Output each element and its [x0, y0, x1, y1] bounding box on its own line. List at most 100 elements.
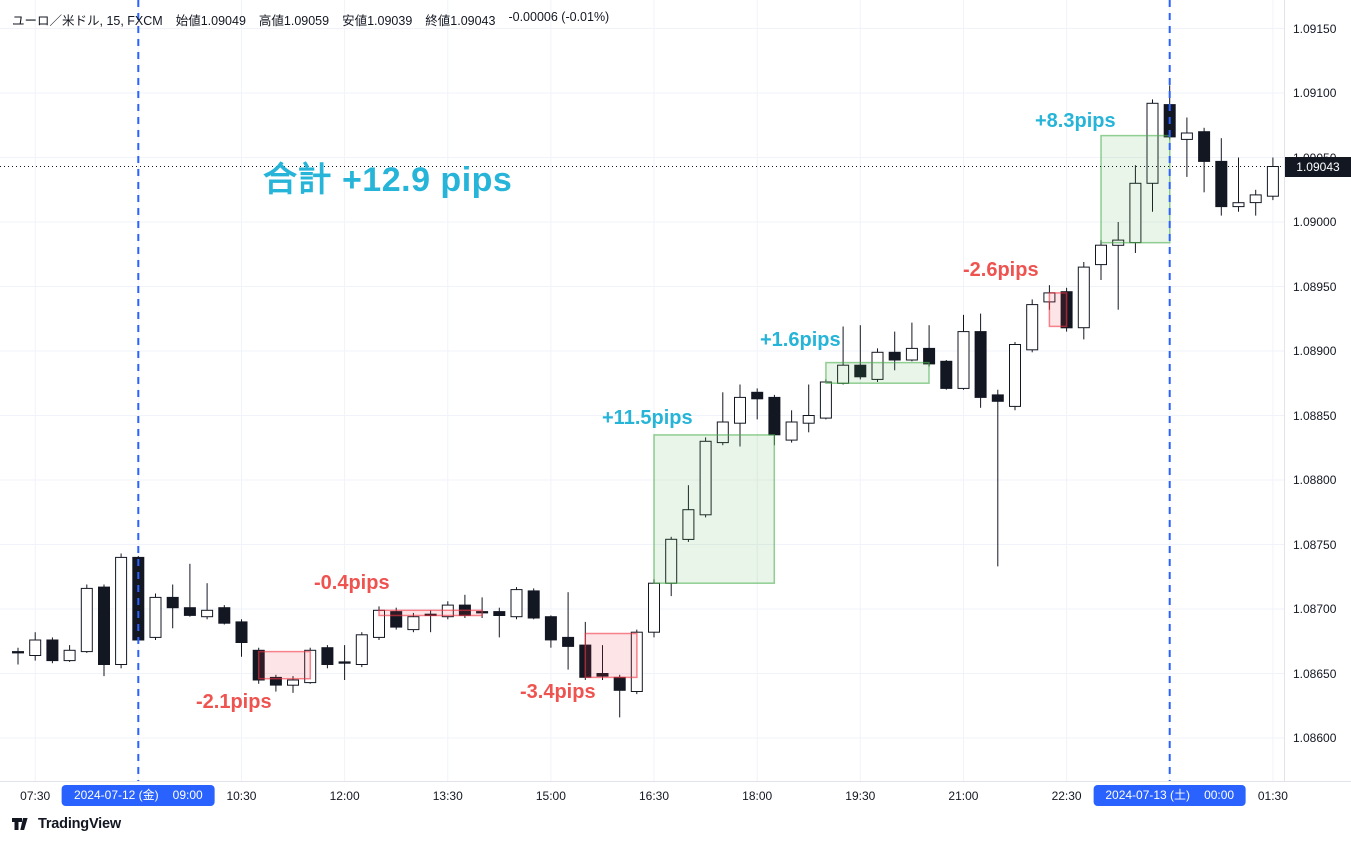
- price-axis[interactable]: 1.09043 1.091501.091001.090501.090001.08…: [1284, 0, 1351, 781]
- trade-zone: [825, 361, 930, 384]
- candle: [63, 645, 76, 662]
- time-tick-label: 01:30: [1257, 789, 1288, 803]
- high-value: 高値1.09059: [258, 14, 330, 28]
- time-tick-label: 15:00: [535, 789, 566, 803]
- candle: [648, 579, 660, 638]
- candle: [1266, 157, 1279, 201]
- pips-annotation: +11.5pips: [602, 407, 693, 429]
- time-tick-label: 12:00: [329, 789, 360, 803]
- candle: [991, 389, 1004, 567]
- price-tick-label: 1.08950: [1293, 279, 1337, 294]
- candle: [940, 360, 953, 390]
- low-value: 安値1.09039: [342, 14, 413, 28]
- trade-zone: [653, 434, 776, 584]
- time-tick-label: 19:30: [845, 789, 876, 803]
- trade-zone: [378, 609, 483, 617]
- time-tick-label: 22:30: [1051, 789, 1082, 803]
- time-tick-label: 13:30: [432, 789, 463, 803]
- tradingview-logo-icon: [12, 818, 28, 830]
- price-tick-label: 1.08800: [1293, 473, 1337, 487]
- candle: [527, 588, 540, 620]
- time-tick-label: 10:30: [226, 789, 257, 803]
- candle: [235, 619, 248, 657]
- candle: [596, 645, 609, 680]
- symbol-legend[interactable]: ユーロ／米ドル, 15, FXCM 始値1.09049 高値1.09059 安値…: [12, 10, 609, 29]
- candle: [29, 632, 42, 661]
- candle: [1232, 157, 1245, 212]
- candle: [957, 314, 970, 390]
- change-value: -0.00006 (-0.01%): [508, 10, 610, 24]
- candle: [785, 410, 798, 443]
- candle: [699, 437, 712, 518]
- candle: [149, 593, 162, 640]
- candle: [544, 615, 557, 648]
- candle: [321, 645, 334, 669]
- total-pips-annotation: 合計 +12.9 pips: [263, 161, 513, 199]
- candle: [12, 647, 24, 665]
- time-axis[interactable]: 07:30 10:30 12:00 13:30 15:00 16:30 18:00 19:30…: [0, 781, 1351, 810]
- candle: [854, 325, 867, 380]
- pips-annotation: +8.3pips: [1035, 110, 1116, 132]
- time-tick-label: 21:00: [948, 789, 979, 803]
- candle: [269, 674, 282, 692]
- time-tick-label: 18:00: [742, 789, 773, 803]
- candle: [613, 674, 626, 718]
- candle: [355, 632, 368, 668]
- price-tick-label: 1.08600: [1293, 731, 1337, 745]
- trade-zone: [1048, 292, 1068, 328]
- price-tick-label: 1.09150: [1293, 21, 1337, 36]
- price-tick-label: 1.08750: [1293, 537, 1337, 552]
- price-tick-label: 1.09100: [1293, 86, 1337, 100]
- pips-annotation: -0.4pips: [314, 572, 390, 594]
- candle: [734, 384, 746, 447]
- session-date-label: 2024-07-12 (金) 09:00: [61, 785, 215, 806]
- candle: [1249, 189, 1262, 216]
- candle: [80, 584, 93, 653]
- trade-zone: [584, 632, 638, 679]
- candle: [98, 584, 110, 677]
- trade-zone: [1100, 134, 1171, 244]
- pips-annotation: -3.4pips: [520, 681, 596, 703]
- candle: [923, 325, 936, 367]
- tradingview-logo[interactable]: TradingView: [12, 816, 121, 832]
- tradingview-logo-text: TradingView: [38, 816, 121, 832]
- time-tick-label: 07:30: [20, 789, 51, 803]
- current-price-badge: 1.09043: [1285, 156, 1351, 177]
- symbol-title: ユーロ／米ドル, 15, FXCM: [12, 14, 163, 28]
- candle: [201, 583, 214, 620]
- candlestick-pane[interactable]: [0, 0, 1284, 781]
- candle: [682, 485, 695, 542]
- price-tick-label: 1.08700: [1293, 602, 1337, 616]
- candles: [12, 85, 1279, 718]
- pips-annotation: +1.6pips: [760, 329, 841, 351]
- candle: [1180, 117, 1193, 177]
- candle: [974, 313, 987, 408]
- trade-zone: [257, 650, 312, 680]
- candle: [716, 392, 729, 446]
- price-tick-label: 1.08850: [1293, 408, 1337, 423]
- price-tick-label: 1.08650: [1293, 666, 1337, 681]
- pips-annotation: -2.1pips: [196, 691, 272, 713]
- price-tick-label: 1.09000: [1293, 215, 1337, 229]
- open-value: 始値1.09049: [175, 14, 246, 28]
- candle: [1095, 240, 1107, 280]
- candle: [819, 379, 832, 420]
- pips-annotation: -2.6pips: [963, 259, 1039, 281]
- candle: [115, 553, 128, 669]
- candle: [218, 605, 231, 625]
- candle: [905, 322, 918, 362]
- candle: [390, 607, 403, 630]
- time-tick-label: 16:30: [639, 789, 670, 803]
- candle: [166, 584, 179, 629]
- candle: [1198, 127, 1211, 193]
- candle: [1077, 262, 1090, 340]
- candle: [1215, 138, 1228, 216]
- price-tick-label: 1.08900: [1293, 344, 1337, 358]
- candle: [751, 388, 764, 420]
- candle: [1146, 99, 1159, 212]
- candle: [802, 384, 815, 433]
- close-value: 終値1.09043: [425, 14, 496, 28]
- candle: [871, 348, 884, 382]
- candle: [1026, 299, 1039, 353]
